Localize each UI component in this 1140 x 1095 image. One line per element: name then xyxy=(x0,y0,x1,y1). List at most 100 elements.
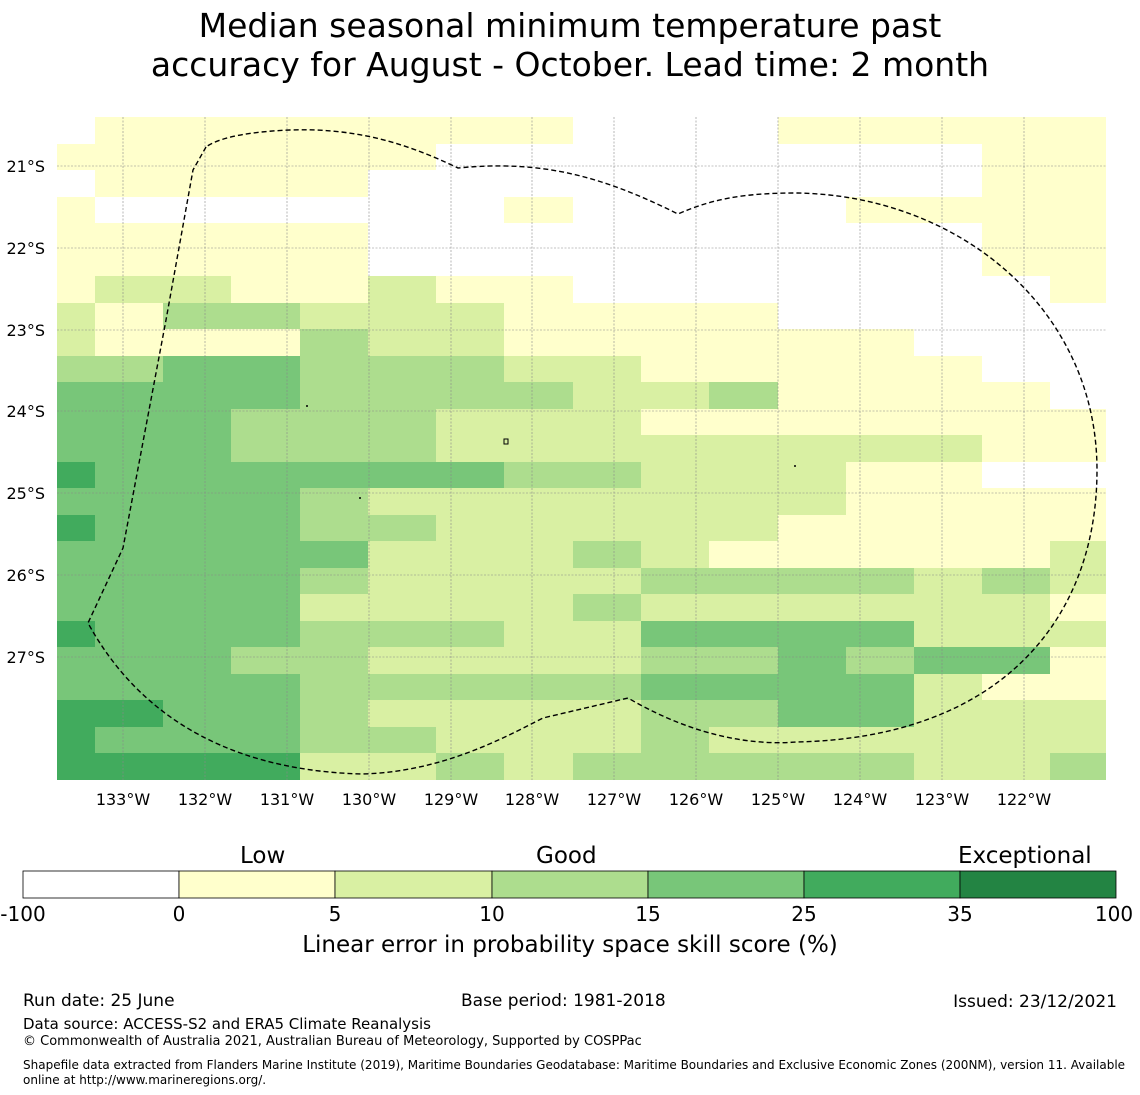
grid-cell xyxy=(778,727,846,753)
colorbar-swatch xyxy=(334,870,493,899)
grid-cell xyxy=(709,435,778,462)
grid-cell xyxy=(982,250,1050,276)
grid-cell xyxy=(641,488,709,515)
colorbar-swatch xyxy=(491,870,649,899)
grid-cell xyxy=(709,594,778,621)
grid-cell xyxy=(1050,674,1106,700)
latitude-label: 27°S xyxy=(6,648,45,667)
grid-cell xyxy=(368,250,436,276)
grid-cell xyxy=(846,647,914,674)
grid-cell xyxy=(914,144,982,170)
grid-cell xyxy=(778,197,846,223)
grid-cell xyxy=(436,594,504,621)
map-title: Median seasonal minimum temperature past… xyxy=(0,6,1140,84)
grid-cell xyxy=(368,276,436,303)
grid-cell xyxy=(504,303,573,329)
grid-cell xyxy=(300,435,368,462)
grid-cell xyxy=(163,462,231,488)
latitude-label: 21°S xyxy=(6,157,45,176)
grid-cell xyxy=(436,356,504,382)
grid-cell xyxy=(709,223,778,250)
grid-cell xyxy=(95,753,163,780)
grid-cell xyxy=(436,223,504,250)
grid-cell xyxy=(1050,435,1106,462)
colorbar-swatch xyxy=(647,870,805,899)
grid-cell xyxy=(914,382,982,409)
grid-cell xyxy=(846,409,914,435)
grid-cell xyxy=(982,674,1050,700)
grid-cell xyxy=(95,144,163,170)
grid-cell xyxy=(982,753,1050,780)
grid-cell xyxy=(709,197,778,223)
grid-cell xyxy=(573,329,641,356)
grid-cell xyxy=(57,250,95,276)
grid-cell xyxy=(163,700,231,727)
grid-cell xyxy=(436,700,504,727)
grid-cell xyxy=(914,515,982,541)
grid-cell xyxy=(914,409,982,435)
grid-cell xyxy=(57,223,95,250)
grid-cell xyxy=(57,753,95,780)
grid-cell xyxy=(504,250,573,276)
longitude-label: 133°W xyxy=(96,790,151,809)
grid-cell xyxy=(436,647,504,674)
grid-cell xyxy=(641,303,709,329)
grid-cell xyxy=(778,329,846,356)
grid-cell xyxy=(778,700,846,727)
grid-cell xyxy=(846,674,914,700)
grid-cell xyxy=(778,356,846,382)
grid-cell xyxy=(573,382,641,409)
grid-cell xyxy=(982,647,1050,674)
grid-cell xyxy=(231,488,300,515)
colorbar-label: Linear error in probability space skill … xyxy=(302,932,838,958)
grid-cell xyxy=(95,541,163,568)
grid-cell xyxy=(982,515,1050,541)
grid-cell xyxy=(709,144,778,170)
grid-cell xyxy=(300,674,368,700)
grid-cell xyxy=(436,727,504,753)
grid-cell xyxy=(436,250,504,276)
grid-cell xyxy=(641,250,709,276)
grid-cell xyxy=(300,621,368,647)
grid-cell xyxy=(163,727,231,753)
grid-cell xyxy=(436,382,504,409)
grid-cell xyxy=(163,515,231,541)
grid-cell xyxy=(436,144,504,170)
grid-cell xyxy=(368,435,436,462)
grid-cell xyxy=(641,409,709,435)
grid-cell xyxy=(368,515,436,541)
colorbar-category-exceptional: Exceptional xyxy=(958,843,1092,869)
issued-date: Issued: 23/12/2021 xyxy=(953,992,1117,1012)
grid-cell xyxy=(573,727,641,753)
grid-cell xyxy=(57,329,95,356)
grid-cell xyxy=(914,435,982,462)
grid-cell xyxy=(95,329,163,356)
grid-cell xyxy=(95,303,163,329)
grid-cell xyxy=(573,594,641,621)
grid-cell xyxy=(163,329,231,356)
grid-cell xyxy=(95,647,163,674)
colorbar-swatch xyxy=(22,870,180,899)
grid-cell xyxy=(95,382,163,409)
grid-cell xyxy=(641,594,709,621)
grid-cell xyxy=(163,647,231,674)
grid-cell xyxy=(95,621,163,647)
grid-cell xyxy=(641,700,709,727)
grid-cell xyxy=(846,568,914,594)
grid-cell xyxy=(504,621,573,647)
grid-cell xyxy=(573,647,641,674)
title-line-1: Median seasonal minimum temperature past xyxy=(198,6,942,45)
grid-cell xyxy=(1050,144,1106,170)
colorbar-tick: 0 xyxy=(172,902,186,926)
grid-cell xyxy=(982,568,1050,594)
colorbar-category-low: Low xyxy=(240,843,286,869)
grid-cell xyxy=(573,621,641,647)
grid-cell xyxy=(709,462,778,488)
grid-cell xyxy=(436,753,504,780)
grid-cell xyxy=(300,462,368,488)
grid-cell xyxy=(573,223,641,250)
grid-cell xyxy=(231,409,300,435)
grid-cell xyxy=(163,356,231,382)
grid-cell xyxy=(709,541,778,568)
grid-cell xyxy=(436,515,504,541)
